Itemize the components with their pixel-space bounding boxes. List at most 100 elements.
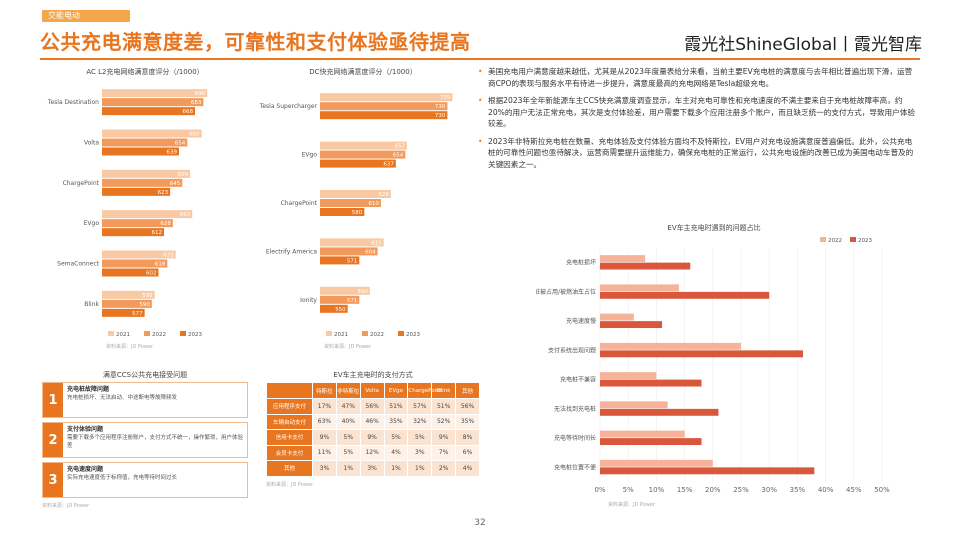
category-label: Volta: [84, 140, 99, 147]
bar-value-label: 628: [378, 192, 389, 198]
payment-cell: 2%: [431, 460, 457, 477]
bar-value-label: 602: [146, 271, 157, 277]
issue-body: 充电速度问题 实际充电速度低于标称值，充电等待时间过长: [63, 463, 247, 497]
bar: [320, 93, 453, 102]
bar: [102, 138, 188, 147]
payment-cell: 35%: [383, 413, 409, 430]
bar: [600, 321, 663, 329]
payment-col-header: 特斯拉: [312, 382, 337, 399]
issue-heading: 支付体验问题: [67, 426, 104, 433]
legend-label: 2023: [406, 332, 420, 338]
bar-value-label: 683: [191, 100, 202, 106]
legend-swatch: [144, 331, 150, 336]
category-label: 充电等待时间长: [554, 434, 596, 442]
issue-text: 充电桩损坏、无法启动、中途断电等故障频发: [67, 395, 178, 401]
payment-cell: 46%: [359, 413, 385, 430]
dc-chart: DC快充网络满意度评分（/1000） Tesla Supercharger 739 7…: [258, 64, 468, 360]
x-tick-label: 50%: [874, 486, 890, 494]
payment-cell: 8%: [455, 429, 480, 446]
payment-col-header: ChargePoint: [407, 382, 442, 399]
bar-value-label: 654: [393, 153, 404, 159]
bar-value-label: 580: [352, 210, 363, 216]
category-label: Tesla Destination: [47, 99, 99, 106]
payment-cell: 4%: [383, 444, 409, 461]
bar-value-label: 604: [365, 249, 376, 255]
payment-col-header: 其他: [455, 382, 480, 399]
chart-source: 资料来源：JD Power: [608, 501, 656, 508]
payment-cell: 5%: [407, 429, 433, 446]
bar: [600, 467, 815, 475]
x-tick-label: 35%: [790, 486, 806, 494]
category-label: Blink: [84, 301, 99, 308]
payment-cell: 3%: [359, 460, 385, 477]
x-tick-label: 45%: [846, 486, 862, 494]
x-tick-label: 25%: [733, 486, 749, 494]
bar-value-label: 590: [357, 289, 368, 295]
bar-value-label: 680: [189, 132, 200, 138]
bar: [600, 372, 657, 380]
bullet-list: 美国充电用户满意度越来越低，尤其是从2023年度量表给分来看，当前主要EV充电桩…: [478, 66, 918, 176]
issue-heading: 充电速度问题: [67, 466, 104, 473]
payment-col-header: [266, 382, 313, 399]
legend-swatch: [362, 331, 368, 336]
payment-cell: 3%: [407, 444, 433, 461]
category-label: Tesla Supercharger: [259, 103, 318, 110]
bar: [320, 190, 391, 198]
legend-swatch: [398, 331, 404, 336]
bar: [102, 219, 173, 228]
payment-cell: 9%: [431, 429, 457, 446]
bar: [600, 379, 702, 387]
bar: [102, 299, 152, 308]
payment-cell: 56%: [455, 398, 480, 415]
issue-card: 2 支付体验问题 需要下载多个应用程序注册账户，支付方式不统一，操作繁琐，用户体…: [42, 422, 248, 458]
bar-value-label: 623: [158, 190, 169, 196]
legend-swatch: [108, 331, 114, 336]
bar: [102, 290, 155, 299]
bar: [102, 107, 196, 116]
payment-table-header: 特斯拉 非特斯拉 Volta EVgo ChargePoint Blink 其他: [266, 382, 480, 399]
legend-label: 2021: [334, 332, 348, 338]
category-label: 充电桩不兼容: [560, 376, 596, 384]
bar: [320, 159, 396, 168]
section-tag-text: 交能电动: [48, 11, 80, 20]
bar-value-label: 610: [368, 201, 379, 207]
payment-cell: 3%: [312, 460, 337, 477]
x-tick-label: 5%: [623, 486, 634, 494]
bar-value-label: 618: [155, 262, 166, 268]
page-title: 公共充电满意度差，可靠性和支付体验亟待提高: [40, 30, 471, 54]
payment-table-body: 应用程序支付 17% 47% 56% 51% 57% 51% 56% 车辆自动支付 63% 40% 4…: [266, 398, 480, 477]
bar-value-label: 550: [335, 307, 346, 313]
brand-logo-text: 霞光社ShineGlobal丨霞光智库: [684, 35, 922, 55]
category-label: 支付系统出现问题: [548, 346, 596, 354]
category-label: 充电桩位置不便: [554, 463, 596, 471]
payment-table-row: 车辆自动支付 63% 40% 46% 35% 32% 52% 35%: [266, 413, 480, 430]
bar-value-label: 730: [435, 113, 446, 119]
chart-source: 资料来源：JD Power: [106, 343, 154, 350]
bullet-item: 美国充电用户满意度越来越低，尤其是从2023年度量表给分来看，当前主要EV充电桩…: [478, 66, 918, 89]
bar: [600, 430, 685, 438]
bar: [600, 313, 634, 321]
bullet-item: 2023年非特斯拉充电桩在数量、充电体验及支付体验方面均不及特斯拉，EV用户对充…: [478, 136, 918, 171]
issues-panel-title: 满意CCS公共充电接受问题: [102, 371, 188, 379]
bar: [320, 111, 448, 120]
issue-number: 1: [43, 383, 63, 417]
bar: [102, 147, 179, 156]
chart-source: 资料来源：JD Power: [324, 343, 372, 350]
payment-cell: 5%: [335, 444, 361, 461]
bar-value-label: 657: [394, 144, 405, 150]
legend-label: 2021: [116, 332, 130, 338]
payment-cell: 56%: [359, 398, 385, 415]
bar: [600, 401, 668, 409]
bar: [600, 262, 691, 270]
bar: [102, 210, 193, 219]
bar-value-label: 595: [142, 293, 153, 299]
payment-col-header: Volta: [359, 382, 385, 399]
bar-value-label: 690: [195, 91, 206, 97]
bar-value-label: 571: [347, 298, 358, 304]
category-label: EVgo: [302, 152, 318, 159]
bar-value-label: 639: [166, 150, 177, 156]
bar-value-label: 663: [180, 212, 191, 218]
payment-panel: EV车主充电时的支付方式 特斯拉 非特斯拉 Volta EVgo ChargeP…: [266, 368, 480, 488]
payment-cell: 11%: [312, 444, 337, 461]
payment-cell: 57%: [407, 398, 433, 415]
